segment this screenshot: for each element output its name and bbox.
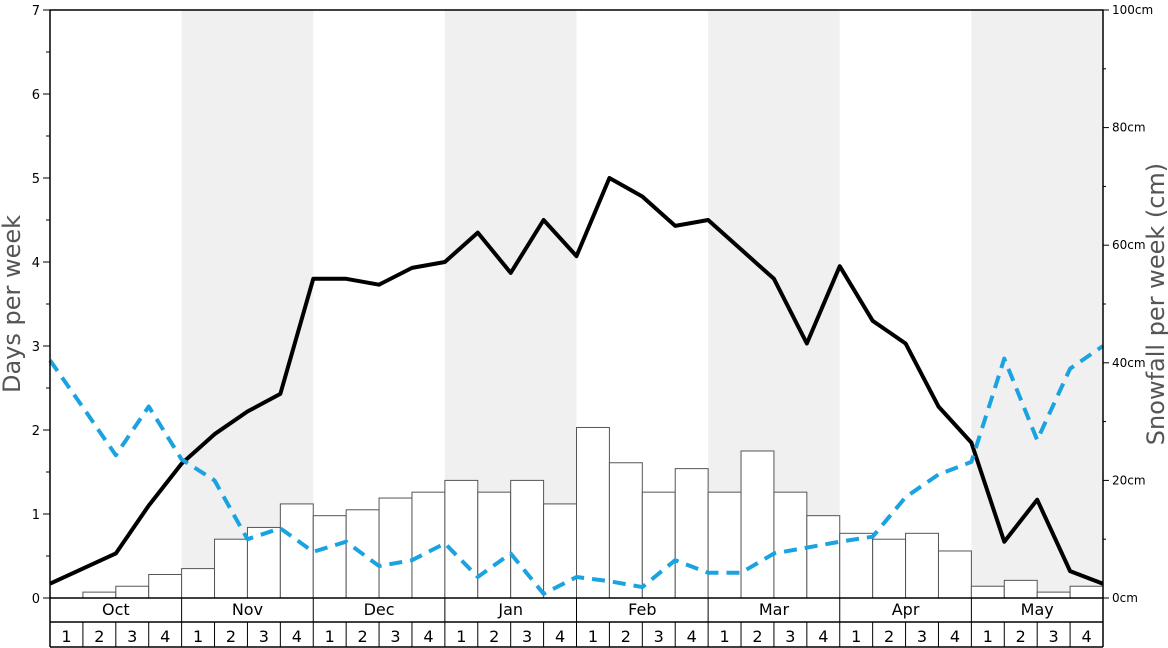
right-tick-label: 20cm [1112,473,1146,487]
month-label: Oct [102,600,130,619]
right-tick-label: 100cm [1112,3,1153,17]
snowfall-bar [82,591,117,599]
week-label: 3 [654,627,664,646]
right-axis: 0cm 20cm 40cm 60cm 80cm 100cm [1103,3,1153,605]
week-label: 3 [785,627,795,646]
week-label: 2 [226,627,236,646]
snowfall-bar [740,450,775,599]
shade-may [971,10,1103,598]
week-label: 4 [160,627,170,646]
snowfall-bar [970,585,1005,599]
x-axis: Oct 1 2 3 4 Nov 1 2 3 4 Dec 1 2 3 4 Jan 1 2 3 4 Feb 1 2 3 4 Mar 1 2… [49,598,1104,648]
snowfall-bar [279,503,314,599]
week-label: 1 [193,627,203,646]
snowfall-bar [312,515,347,599]
right-tick-label: 80cm [1112,121,1146,135]
month-label: Mar [759,600,790,619]
month-label: Jan [497,600,523,619]
month-label: Feb [628,600,656,619]
snowfall-bar [1003,579,1038,599]
snowfall-bar [707,491,742,599]
week-label: 3 [522,627,532,646]
week-label: 2 [1016,627,1026,646]
snowfall-bar [477,491,512,599]
week-label: 1 [61,627,71,646]
week-label: 4 [292,627,302,646]
y-axis-title-right: Snowfall per week (cm) [1142,163,1168,445]
left-tick-label: 4 [32,256,40,271]
right-tick-label: 40cm [1112,356,1146,370]
snowfall-bar [510,479,545,599]
week-label: 3 [127,627,137,646]
series-lines [48,176,1105,596]
week-label: 2 [752,627,762,646]
snowfall-bar [839,532,874,599]
week-label: 2 [358,627,368,646]
week-label: 1 [719,627,729,646]
dashed-line-series [48,344,1105,596]
snowfall-bar [1069,585,1104,599]
week-label: 3 [917,627,927,646]
shade-nov [181,10,314,598]
left-tick-label: 6 [32,88,40,103]
snowfall-bar [148,573,183,599]
week-label: 3 [259,627,269,646]
solid-line-series [49,176,1104,586]
left-axis: 0 1 2 3 4 5 6 7 [32,4,50,607]
left-tick-label: 3 [32,340,40,355]
snowfall-bar [872,538,907,599]
month-label: Dec [364,600,395,619]
right-tick-label: 0cm [1112,591,1138,605]
snowfall-bar [937,550,972,599]
week-label: 4 [950,627,960,646]
snowfall-bar [181,568,216,599]
week-label: 4 [555,627,565,646]
left-tick-label: 2 [32,424,40,439]
snowfall-bar [674,468,709,599]
snowfall-bar [806,515,841,599]
week-label: 4 [423,627,433,646]
week-label: 3 [1049,627,1059,646]
week-label: 2 [884,627,894,646]
week-label: 2 [94,627,104,646]
week-label: 1 [588,627,598,646]
month-shading [181,10,1103,598]
week-label: 4 [687,627,697,646]
snowfall-bar [378,497,413,599]
snowfall-bar [608,462,643,599]
week-label: 1 [325,627,335,646]
month-label: Apr [892,600,920,619]
week-label: 2 [489,627,499,646]
snowfall-bar [444,479,479,599]
snowfall-bar [641,491,676,599]
week-label: 3 [390,627,400,646]
right-tick-label: 60cm [1112,238,1146,252]
week-label: 1 [851,627,861,646]
snowfall-bar [576,426,610,599]
left-tick-label: 5 [32,172,40,187]
snowfall-bars [82,426,1104,599]
left-tick-label: 1 [32,508,40,523]
snowfall-bar [773,491,808,599]
week-label: 1 [983,627,993,646]
week-label: 4 [1081,627,1091,646]
snowfall-bar [115,585,150,599]
week-label: 4 [818,627,828,646]
month-label: May [1021,600,1054,619]
snowfall-bar [1036,591,1071,599]
month-label: Nov [232,600,263,619]
week-label: 2 [621,627,631,646]
left-tick-label: 7 [32,4,40,19]
snowfall-bar [905,532,939,599]
snowfall-bar [214,538,248,599]
y-axis-title-left: Days per week [0,215,26,393]
week-label: 1 [456,627,466,646]
left-tick-label: 0 [32,592,40,607]
